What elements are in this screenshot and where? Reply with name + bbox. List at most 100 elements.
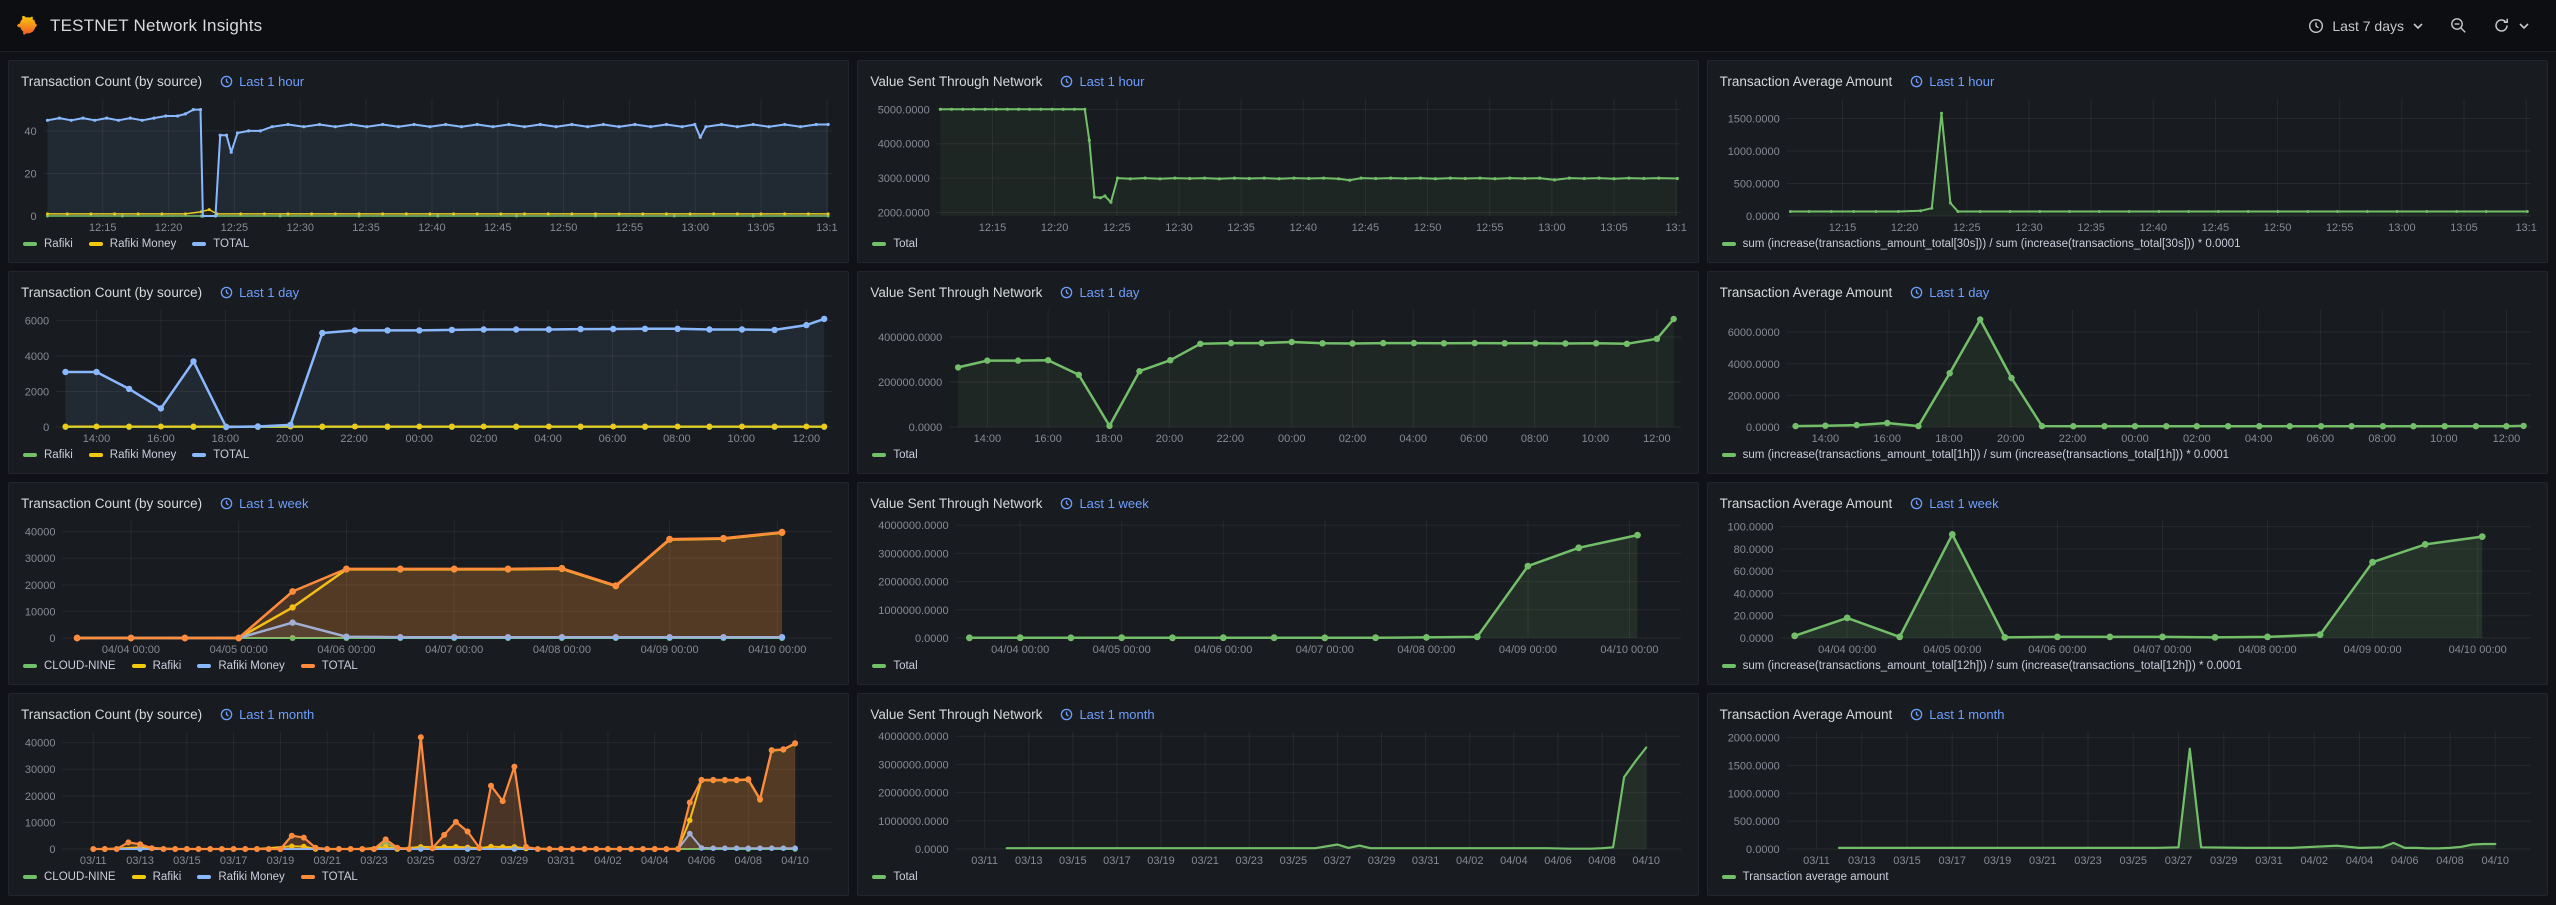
panel-time-range-link[interactable]: Last 1 week xyxy=(1910,496,1998,511)
x-axis-tick-label: 13:00 xyxy=(2388,222,2416,234)
x-axis-tick-label: 04/05 00:00 xyxy=(1093,644,1151,656)
legend-item[interactable]: Total xyxy=(872,238,917,250)
y-axis-tick-label: 20000 xyxy=(25,580,56,592)
y-axis-tick-label: 500.0000 xyxy=(1733,179,1779,191)
panel-time-range-link[interactable]: Last 1 week xyxy=(1060,496,1148,511)
refresh-button[interactable] xyxy=(2485,11,2538,40)
legend-item[interactable]: CLOUD-NINE xyxy=(23,660,116,672)
legend-item[interactable]: sum (increase(transactions_amount_total[… xyxy=(1722,660,2242,672)
legend-series-label: Transaction average amount xyxy=(1743,871,1889,883)
legend-item[interactable]: Total xyxy=(872,660,917,672)
x-axis-tick-label: 03/25 xyxy=(407,855,435,867)
legend-item[interactable]: TOTAL xyxy=(192,238,249,250)
legend-item[interactable]: Rafiki Money xyxy=(197,660,284,672)
x-axis-tick-label: 04/06 xyxy=(688,855,716,867)
panel-title: Value Sent Through Network xyxy=(870,74,1042,89)
panel-header: Transaction Average AmountLast 1 week xyxy=(1716,491,2539,515)
legend-item[interactable]: Rafiki xyxy=(132,871,182,883)
y-axis-tick-label: 3000000.0000 xyxy=(879,759,949,771)
panel-time-range-link[interactable]: Last 1 hour xyxy=(1910,74,1994,89)
x-axis-tick-label: 04/04 00:00 xyxy=(991,644,1049,656)
y-axis-tick-label: 1500.0000 xyxy=(1727,760,1779,772)
panel-time-range-link[interactable]: Last 1 month xyxy=(1910,707,2004,722)
y-axis-tick-label: 0 xyxy=(30,211,36,223)
panel-time-range-link[interactable]: Last 1 day xyxy=(1060,285,1139,300)
chart: 14:0016:0018:0020:0022:0000:0002:0004:00… xyxy=(1716,304,2539,445)
panel-time-range-link[interactable]: Last 1 week xyxy=(220,496,308,511)
chart: 12:1512:2012:2512:3012:3512:4012:4512:50… xyxy=(1716,93,2539,234)
x-axis-tick-label: 14:00 xyxy=(974,433,1002,445)
x-axis-tick-label: 20:00 xyxy=(1156,433,1184,445)
x-axis-tick-label: 03/17 xyxy=(220,855,248,867)
y-axis-tick-label: 2000000.0000 xyxy=(879,577,949,589)
zoom-out-button[interactable] xyxy=(2442,11,2475,40)
panel-header: Value Sent Through NetworkLast 1 day xyxy=(866,280,1689,304)
x-axis-tick-label: 13:00 xyxy=(1538,222,1566,234)
chart: 03/1103/1303/1503/1703/1903/2103/2303/25… xyxy=(17,726,840,867)
y-axis-tick-label: 0.0000 xyxy=(1746,422,1780,434)
y-axis-tick-label: 100.0000 xyxy=(1727,522,1773,534)
panel-time-range-link[interactable]: Last 1 hour xyxy=(1060,74,1144,89)
legend-item[interactable]: CLOUD-NINE xyxy=(23,871,116,883)
legend-item[interactable]: Total xyxy=(872,449,917,461)
legend-series-label: CLOUD-NINE xyxy=(44,871,116,883)
x-axis-tick-label: 12:15 xyxy=(89,222,117,234)
panel-time-range-link[interactable]: Last 1 day xyxy=(1910,285,1989,300)
y-axis-tick-label: 20.0000 xyxy=(1733,611,1773,623)
legend-item[interactable]: Rafiki xyxy=(23,238,73,250)
legend-item[interactable]: TOTAL xyxy=(192,449,249,461)
legend-item[interactable]: Rafiki Money xyxy=(89,449,176,461)
x-axis-tick-label: 04/06 xyxy=(2391,855,2419,867)
legend-item[interactable]: TOTAL xyxy=(301,660,358,672)
y-axis-tick-label: 0.0000 xyxy=(915,844,949,856)
x-axis-tick-label: 04/06 xyxy=(1545,855,1573,867)
legend-series-swatch xyxy=(132,875,146,879)
panel-legend: sum (increase(transactions_amount_total[… xyxy=(1716,656,2539,676)
legend-series-label: Rafiki Money xyxy=(218,871,284,883)
y-axis-tick-label: 60.0000 xyxy=(1733,566,1773,578)
x-axis-tick-label: 12:50 xyxy=(2263,222,2291,234)
x-axis-tick-label: 04/02 xyxy=(594,855,622,867)
chevron-down-icon xyxy=(2412,20,2424,32)
legend-item[interactable]: Rafiki Money xyxy=(197,871,284,883)
x-axis-tick-label: 18:00 xyxy=(1095,433,1123,445)
x-axis-tick-label: 13:00 xyxy=(681,222,709,234)
x-axis-tick-label: 12:45 xyxy=(2201,222,2229,234)
legend-item[interactable]: Transaction average amount xyxy=(1722,871,1889,883)
panel-7-transaction-count-by-source-: Transaction Count (by source)Last 1 week… xyxy=(8,482,849,685)
y-axis-tick-label: 3000.0000 xyxy=(878,173,930,185)
panel-time-range-link[interactable]: Last 1 month xyxy=(1060,707,1154,722)
x-axis-tick-label: 16:00 xyxy=(1035,433,1063,445)
legend-item[interactable]: sum (increase(transactions_amount_total[… xyxy=(1722,238,2241,250)
y-axis-tick-label: 4000000.0000 xyxy=(879,731,949,743)
legend-item[interactable]: Rafiki xyxy=(132,660,182,672)
panel-8-value-sent-through-network: Value Sent Through NetworkLast 1 week04/… xyxy=(857,482,1698,685)
x-axis-tick-label: 02:00 xyxy=(2183,433,2211,445)
legend-series-swatch xyxy=(23,875,37,879)
x-axis-tick-label: 04/02 xyxy=(2300,855,2328,867)
y-axis-tick-label: 0.0000 xyxy=(1746,844,1780,856)
legend-item[interactable]: sum (increase(transactions_amount_total[… xyxy=(1722,449,2229,461)
panel-9-transaction-average-amount: Transaction Average AmountLast 1 week04/… xyxy=(1707,482,2548,685)
time-range-picker-button[interactable]: Last 7 days xyxy=(2300,12,2432,40)
chart: 14:0016:0018:0020:0022:0000:0002:0004:00… xyxy=(17,304,840,445)
panel-time-range-link[interactable]: Last 1 hour xyxy=(220,74,304,89)
x-axis-tick-label: 03/21 xyxy=(2029,855,2057,867)
x-axis-tick-label: 06:00 xyxy=(2306,433,2334,445)
legend-item[interactable]: TOTAL xyxy=(301,871,358,883)
legend-item[interactable]: Rafiki Money xyxy=(89,238,176,250)
panel-6-transaction-average-amount: Transaction Average AmountLast 1 day14:0… xyxy=(1707,271,2548,474)
panel-time-range-link[interactable]: Last 1 day xyxy=(220,285,299,300)
legend-series-label: Rafiki Money xyxy=(218,660,284,672)
x-axis-tick-label: 13:05 xyxy=(747,222,775,234)
panel-time-range-label: Last 1 month xyxy=(239,707,314,722)
y-axis-tick-label: 40.0000 xyxy=(1733,588,1773,600)
panel-time-range-link[interactable]: Last 1 month xyxy=(220,707,314,722)
legend-item[interactable]: Rafiki xyxy=(23,449,73,461)
panel-header: Value Sent Through Network Last 1 hour xyxy=(866,69,1689,93)
x-axis-tick-label: 20:00 xyxy=(276,433,304,445)
x-axis-tick-label: 02:00 xyxy=(1339,433,1367,445)
legend-item[interactable]: Total xyxy=(872,871,917,883)
panel-title: Transaction Count (by source) xyxy=(21,74,202,89)
panel-header: Transaction Average AmountLast 1 day xyxy=(1716,280,2539,304)
